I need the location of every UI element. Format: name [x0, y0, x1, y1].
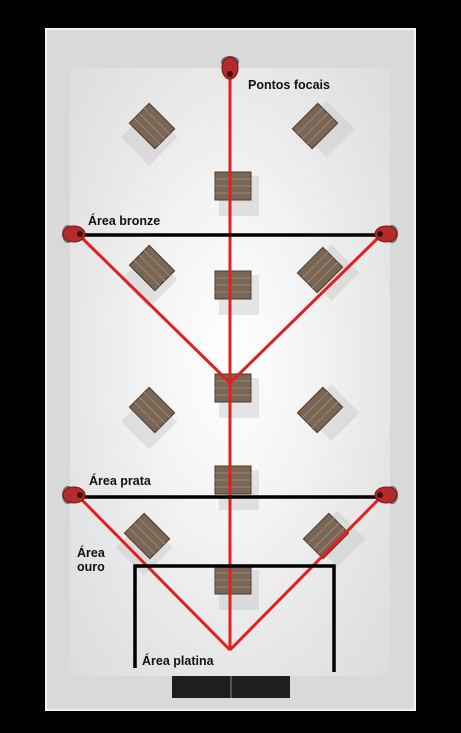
tables-layer — [115, 100, 366, 610]
sightlines-layer — [80, 72, 380, 652]
table-icon — [214, 465, 259, 510]
label-area-platina: Área platina — [142, 654, 214, 668]
table-icon — [120, 244, 178, 308]
camera-icon — [374, 225, 398, 243]
table-icon — [214, 565, 259, 610]
area-boundaries-layer — [84, 233, 378, 672]
sightline-left-prata — [80, 498, 232, 652]
label-area-ouro: Área ouro — [77, 546, 105, 574]
table-icon — [214, 373, 259, 418]
table-icon — [120, 102, 178, 166]
camera-icon — [221, 56, 239, 80]
label-pontos-focais: Pontos focais — [248, 78, 330, 92]
table-icon — [302, 510, 366, 568]
label-area-prata: Área prata — [89, 474, 151, 488]
sightline-right-prata — [228, 498, 380, 652]
label-area-bronze: Área bronze — [88, 214, 161, 228]
entrance-door — [172, 676, 290, 698]
cameras-layer — [62, 56, 398, 504]
table-icon — [291, 100, 355, 158]
sightline-left-bronze — [80, 236, 232, 385]
table-icon — [214, 270, 259, 315]
table-icon — [296, 384, 360, 442]
camera-icon — [62, 486, 86, 504]
ouro-platina-boundary — [133, 564, 336, 672]
camera-icon — [374, 486, 398, 504]
camera-icon — [62, 225, 86, 243]
sightline-right-bronze — [228, 236, 380, 385]
table-icon — [296, 244, 360, 302]
table-icon — [214, 171, 259, 216]
table-icon — [120, 386, 178, 450]
